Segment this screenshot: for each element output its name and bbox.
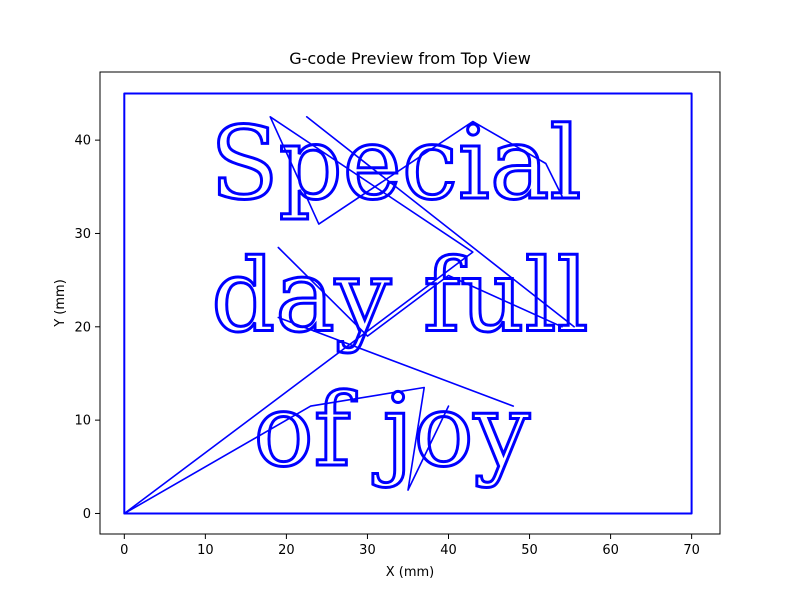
y-axis-label: Y (mm)	[53, 279, 68, 328]
x-tick-label: 20	[278, 543, 295, 558]
text-layer: Special day full of joy	[209, 104, 590, 491]
y-tick-label: 10	[74, 414, 91, 429]
travel-path-segment	[277, 246, 563, 337]
y-tick-label: 40	[74, 134, 91, 149]
travel-path-segment	[305, 116, 575, 328]
y-tick-label: 0	[83, 507, 91, 522]
x-tick-label: 10	[197, 543, 214, 558]
y-tick-label: 20	[74, 320, 91, 335]
chart-title: G-code Preview from Top View	[289, 49, 531, 68]
series-layer	[123, 92, 693, 515]
x-tick-label: 70	[683, 543, 700, 558]
x-axis-label: X (mm)	[386, 565, 435, 580]
plot-area	[99, 71, 721, 535]
x-tick-label: 60	[602, 543, 619, 558]
y-tick-label: 30	[74, 227, 91, 242]
engraved-text-line-3: of joy	[253, 372, 530, 489]
x-tick-label: 30	[359, 543, 376, 558]
x-tick-label: 40	[440, 543, 457, 558]
ticks-layer: 0 10 20 30 40 50 60 70 0 10 20 30 40	[74, 134, 699, 558]
frame-rectangle-path	[123, 92, 693, 515]
travel-path-segment	[123, 386, 450, 515]
x-tick-label: 50	[521, 543, 538, 558]
engraved-text-line-2: day full	[211, 238, 588, 355]
engraved-text-line-1: Special	[210, 105, 581, 222]
travel-path-segment	[123, 116, 563, 515]
x-tick-label: 0	[120, 543, 128, 558]
travel-path-segment	[277, 316, 515, 407]
